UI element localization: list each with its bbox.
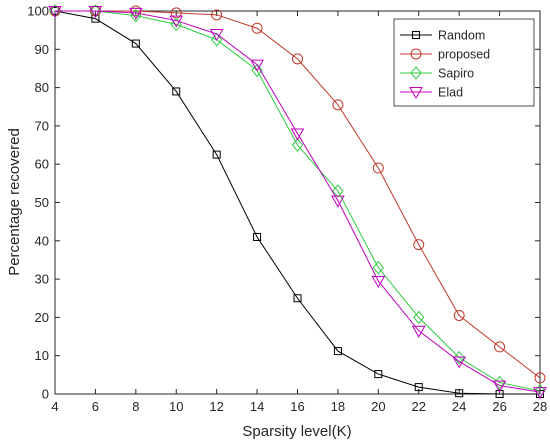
data-point — [91, 14, 100, 23]
data-point — [211, 9, 223, 21]
data-point — [172, 87, 181, 96]
data-point — [492, 380, 507, 393]
y-axis-label: Percentage recovered — [6, 128, 23, 276]
data-point — [170, 17, 182, 32]
legend-label: Elad — [438, 86, 463, 100]
data-point — [169, 15, 184, 28]
series-line — [55, 10, 541, 379]
y-tick-label: 0 — [42, 387, 49, 402]
data-point — [88, 6, 103, 19]
x-tick-label: 28 — [533, 399, 547, 414]
data-point — [253, 232, 262, 241]
data-point — [291, 138, 304, 152]
data-point — [452, 356, 467, 369]
data-point — [128, 7, 143, 20]
legend-label: Random — [438, 29, 485, 43]
legend-marker — [409, 87, 423, 100]
data-point — [493, 375, 506, 390]
data-point — [293, 294, 302, 303]
x-axis-label: Sparsity level(K) — [242, 423, 351, 440]
data-point — [494, 341, 506, 353]
data-point — [374, 370, 383, 379]
data-point — [250, 59, 264, 72]
data-point — [534, 384, 546, 398]
legend-entry: Elad — [400, 86, 463, 100]
legend-label: proposed — [438, 48, 490, 62]
legend-marker — [410, 66, 422, 80]
data-point — [372, 260, 384, 275]
x-tick-label: 22 — [412, 399, 426, 414]
y-tick-label: 20 — [35, 310, 49, 325]
y-tick-label: 50 — [35, 195, 49, 210]
x-tick-label: 18 — [331, 399, 345, 414]
y-tick-label: 100 — [27, 4, 49, 19]
legend-entry: Sapiro — [400, 66, 474, 81]
data-point — [331, 195, 345, 208]
y-tick-label: 60 — [35, 157, 49, 172]
series-random — [51, 7, 544, 398]
x-tick-label: 8 — [132, 399, 139, 414]
data-point — [332, 184, 344, 198]
y-tick-label: 40 — [35, 233, 49, 248]
legend: Random proposed Sapiro Elad — [393, 18, 535, 107]
series-line — [55, 10, 541, 392]
data-point — [534, 372, 546, 384]
x-tick-label: 14 — [250, 399, 264, 414]
x-tick-label: 12 — [209, 399, 223, 414]
data-point — [413, 310, 425, 325]
y-tick-label: 30 — [35, 272, 49, 287]
x-tick-label: 10 — [169, 399, 183, 414]
data-point — [290, 128, 305, 141]
x-tick-label: 20 — [371, 399, 385, 414]
data-point — [211, 32, 223, 47]
legend-marker — [410, 48, 422, 60]
x-tick-label: 16 — [290, 399, 304, 414]
y-tick-label: 80 — [35, 80, 49, 95]
y-tick-label: 70 — [35, 118, 49, 133]
data-point — [371, 276, 386, 289]
data-point — [251, 63, 263, 78]
legend-marker — [412, 31, 420, 39]
series-elad — [48, 6, 547, 400]
x-tick-label: 24 — [452, 399, 466, 414]
series-line — [54, 10, 540, 395]
legend-entry: Random — [400, 29, 485, 43]
data-point — [411, 325, 426, 338]
data-point — [372, 162, 384, 174]
legend-label: Sapiro — [438, 67, 474, 81]
data-point — [455, 389, 464, 398]
data-point — [332, 99, 344, 111]
data-point — [533, 387, 547, 400]
axis-ticks: 4 6 8 10 12 14 16 18 20 22 24 26 28 0 10 20 30 40 50 60 70 80… — [27, 4, 547, 415]
data-point — [212, 150, 221, 159]
series-line — [55, 10, 541, 393]
data-point — [333, 347, 342, 356]
data-point — [414, 383, 423, 392]
x-tick-label: 26 — [492, 399, 506, 414]
data-point — [48, 6, 62, 19]
data-point — [453, 309, 465, 321]
x-tick-label: 4 — [51, 399, 58, 414]
x-tick-label: 6 — [92, 399, 99, 414]
legend-entry: proposed — [400, 48, 490, 62]
data-point — [251, 22, 263, 34]
data-point — [209, 28, 224, 41]
data-point — [413, 239, 425, 251]
y-tick-label: 90 — [35, 42, 49, 57]
data-point — [495, 390, 504, 398]
data-point — [453, 350, 465, 365]
series-layer — [48, 4, 547, 400]
data-point — [131, 39, 140, 48]
data-point — [292, 53, 303, 65]
y-tick-label: 10 — [35, 348, 49, 363]
